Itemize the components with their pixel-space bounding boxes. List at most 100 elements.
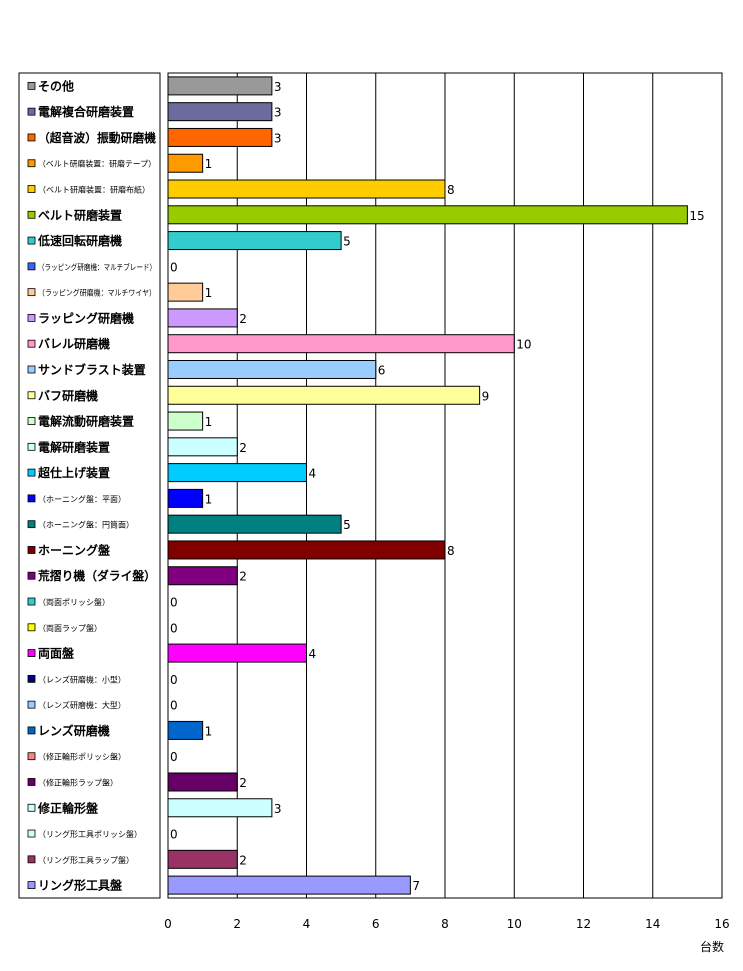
legend-label: （ベルト研磨装置：研磨テープ） [38,159,156,169]
data-label: 3 [274,131,282,145]
bar [167,359,377,379]
legend-swatch [27,778,36,786]
legend-label: その他 [38,78,74,93]
data-label: 2 [239,441,247,455]
bar [167,153,204,173]
legend-label: 電解研磨装置 [38,439,110,454]
legend-label: 電解流動研磨装置 [38,414,134,429]
legend-swatch [27,700,36,709]
legend-label: 両面盤 [38,646,75,661]
bar [167,720,204,740]
bar [167,875,411,895]
data-label: 7 [412,879,420,893]
data-label: 1 [205,492,213,506]
data-label: 2 [239,853,247,867]
legend-label: 低速回転研磨機 [37,233,122,248]
x-tick-label: 6 [372,917,380,931]
legend-label: （リング形工具ラップ盤） [38,855,134,865]
legend-label: バフ研磨機 [38,388,98,403]
bar [167,798,273,818]
bar [167,127,273,147]
data-label: 0 [170,621,178,635]
legend-swatch [27,726,36,735]
legend-swatch [27,391,36,400]
data-label: 2 [239,776,247,790]
data-label: 0 [170,828,178,842]
legend-swatch [27,803,36,812]
legend-label: （両面ポリッシ盤） [38,597,110,607]
data-label: 0 [170,260,178,274]
bar [167,437,238,457]
legend-label: ベルト研磨装置 [38,207,122,222]
legend-swatch [27,597,36,606]
legend-label: （ホーニング盤：平面） [38,494,126,504]
legend-label: （レンズ研磨機：小型） [38,674,126,684]
legend-swatch [27,623,36,632]
legend-swatch [27,752,36,761]
legend-label: レンズ研磨機 [38,723,110,738]
legend-swatch [27,881,36,890]
bar [167,308,238,328]
bar [167,488,204,508]
legend-label: ラッピング研磨機 [38,310,134,325]
bar [167,282,204,302]
bars [167,76,688,895]
data-label: 8 [447,544,455,558]
x-axis-ticks: 0 2 4 6 8 10 12 14 16 [164,917,729,931]
legend-label: 修正輪形盤 [37,800,99,815]
x-tick-label: 8 [441,917,449,931]
x-axis-label: 台数 [700,939,724,954]
legend-swatch [27,442,36,451]
data-label: 4 [309,467,317,481]
data-label: 1 [205,157,213,171]
data-label: 5 [343,235,351,249]
data-label: 15 [689,209,704,223]
x-tick-label: 2 [233,917,241,931]
x-tick-label: 10 [507,917,522,931]
legend-label: （ラッピング研磨機：マルチワイヤ） [38,288,156,298]
bar [167,540,446,560]
data-label: 3 [274,106,282,120]
legend-label: 荒摺り機（ダライ盤） [37,568,156,583]
legend-swatch [27,185,36,193]
legend-swatch [27,468,36,477]
data-label: 4 [309,647,317,661]
bar [167,179,446,199]
data-label: 0 [170,699,178,713]
bar [167,849,238,869]
x-tick-label: 4 [303,917,311,931]
data-label: 1 [205,415,213,429]
bar [167,334,515,354]
legend-label: （ホーニング盤：円筒面） [38,520,134,530]
legend-swatch [27,210,36,219]
bar [167,231,342,251]
legend-label: ホーニング盤 [38,542,111,557]
legend-swatch [27,159,36,168]
legend-swatch [27,520,36,529]
legend-label: （ベルト研磨装置：研磨布紙） [38,185,150,195]
data-label: 3 [274,80,282,94]
bar [167,514,342,534]
x-tick-label: 12 [576,917,591,931]
legend-swatch [27,314,36,322]
data-label: 2 [239,312,247,326]
bar [167,76,273,96]
bar [167,205,688,225]
bar [167,566,238,586]
legend-label: （リング形工具ポリッシ盤） [38,829,142,839]
legend-label: （レンズ研磨機：大型） [38,700,126,710]
data-label: 1 [205,286,213,300]
legend-label: （両面ラップ盤） [38,623,102,633]
legend-label: 電解複合研磨装置 [38,104,134,119]
data-label: 0 [170,673,178,687]
legend-box [18,72,161,899]
legend-swatch [27,339,36,348]
bar [167,643,307,663]
data-label: 3 [274,802,282,816]
data-label: 8 [447,183,455,197]
bar [167,772,238,792]
legend-swatch [27,262,36,271]
legend-swatch [27,829,36,838]
